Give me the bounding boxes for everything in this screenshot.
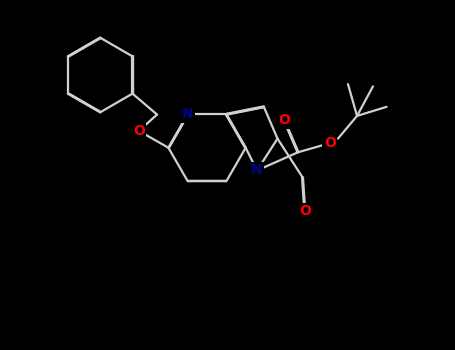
Text: O: O bbox=[324, 136, 336, 150]
Text: O: O bbox=[278, 113, 290, 127]
Text: O: O bbox=[299, 204, 311, 218]
Text: O: O bbox=[133, 124, 145, 138]
Text: N: N bbox=[251, 163, 263, 177]
Text: N: N bbox=[182, 107, 193, 121]
